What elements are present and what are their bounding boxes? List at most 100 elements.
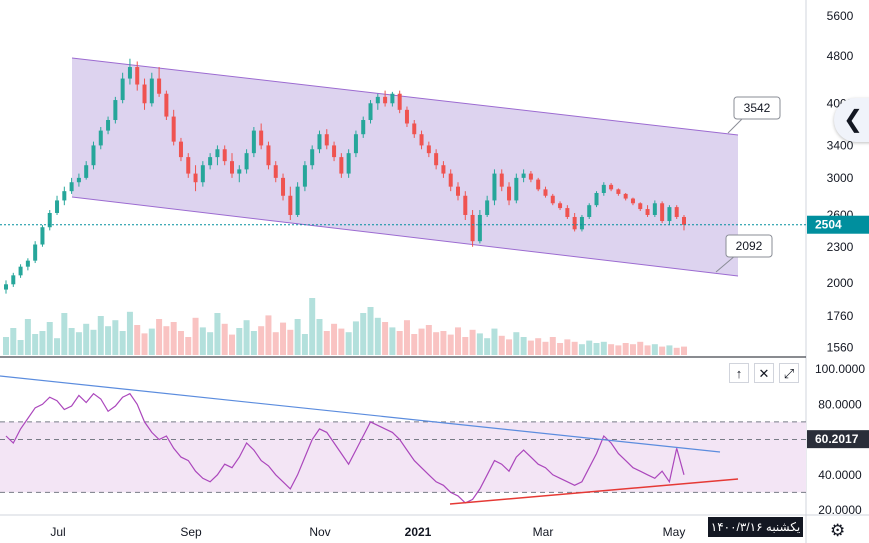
volume-bar: [316, 319, 323, 355]
candle-body: [579, 216, 584, 230]
price-tick-label: 2000: [827, 276, 854, 290]
volume-bar: [170, 322, 177, 355]
volume-bar: [681, 346, 687, 355]
candle-body: [324, 134, 329, 146]
volume-bar: [440, 331, 447, 355]
candle-body: [149, 78, 154, 104]
price-tick-label: 1560: [827, 340, 854, 354]
volume-bar: [338, 328, 345, 355]
volume-bar: [221, 323, 228, 355]
candle-body: [266, 145, 271, 166]
candle-body: [361, 120, 366, 135]
candle-body: [572, 216, 577, 230]
maximize-pane-button[interactable]: ⤢: [779, 363, 799, 383]
last-price-tag: [807, 215, 869, 234]
gear-icon[interactable]: ⚙: [830, 521, 846, 540]
candle-body: [157, 78, 162, 94]
candle-body: [587, 205, 592, 217]
volume-bar: [243, 320, 250, 355]
candle-body: [215, 149, 220, 158]
volume-bar: [54, 338, 61, 355]
candle-body: [368, 103, 373, 121]
time-tick-label: 2021: [405, 525, 432, 539]
price-tick-label: 1760: [827, 309, 854, 323]
price-tick-label: 3400: [827, 138, 854, 152]
candle-body: [383, 96, 388, 104]
volume-bar: [418, 328, 425, 355]
move-pane-up-button[interactable]: ↑: [729, 363, 749, 383]
candle-body: [623, 193, 628, 199]
candle-body: [164, 93, 169, 117]
candle-body: [302, 165, 307, 187]
volume-bar: [309, 298, 316, 355]
volume-bar: [236, 328, 243, 355]
volume-bar: [112, 320, 119, 355]
volume-bar: [39, 331, 46, 355]
volume-bar: [637, 341, 644, 355]
candle-body: [463, 195, 468, 215]
candle-body: [660, 203, 665, 222]
candle-body: [113, 100, 118, 121]
volume-bar: [476, 333, 483, 355]
volume-bar: [214, 313, 221, 355]
rsi-value-tag: [807, 430, 869, 449]
volume-bar: [229, 334, 235, 355]
candle-body: [375, 96, 380, 104]
volume-bar: [32, 334, 39, 355]
volume-bar: [593, 343, 600, 355]
side-panel-toggle[interactable]: ❮: [834, 98, 869, 142]
candle-body: [412, 123, 417, 135]
rsi-pane[interactable]: [0, 375, 806, 505]
candle-body: [200, 165, 205, 183]
volume-bar: [119, 331, 126, 355]
time-tick-label: May: [663, 525, 686, 539]
volume-bar: [156, 319, 163, 355]
candle-body: [434, 153, 439, 166]
last-price-text: 2504: [815, 218, 842, 232]
chevron-left-icon: ❮: [843, 106, 864, 133]
volume-bar: [199, 327, 206, 355]
volume-bar: [367, 307, 374, 355]
rsi-tick-label: 100.0000: [815, 362, 865, 376]
volume-bar: [352, 321, 359, 355]
volume-bar: [185, 337, 192, 355]
candle-body: [310, 149, 315, 166]
candle-body: [98, 130, 103, 146]
volume-bar: [396, 331, 403, 355]
candle-body: [120, 78, 125, 101]
candle-body: [426, 145, 431, 154]
close-pane-button[interactable]: ✕: [754, 363, 774, 383]
candle-body: [84, 165, 89, 178]
time-tick-label: Sep: [180, 525, 202, 539]
candle-body: [528, 173, 533, 180]
channel-top-value-text: 3542: [744, 101, 771, 115]
candle-body: [186, 157, 191, 174]
candle-body: [251, 130, 256, 154]
candle-body: [62, 191, 67, 201]
volume-bar: [134, 325, 141, 355]
regression-channel-fill: [72, 58, 738, 276]
candle-body: [543, 189, 548, 196]
candle-body: [638, 203, 643, 210]
volume-bar: [447, 334, 454, 355]
rsi-tick-label: 40.0000: [818, 468, 862, 482]
volume-bar: [535, 338, 542, 355]
volume-bar: [68, 328, 75, 355]
volume-bar: [608, 344, 615, 355]
candle-body: [40, 227, 45, 245]
candle-body: [404, 109, 409, 124]
volume-bar: [141, 333, 148, 355]
candle-body: [550, 195, 555, 204]
candle-body: [353, 134, 358, 154]
volume-bar: [148, 328, 155, 355]
candle-body: [237, 169, 242, 174]
volume-bar: [491, 328, 498, 355]
price-pane[interactable]: 3542 2092: [0, 57, 806, 355]
volume-bar: [382, 322, 389, 355]
volume-bar: [46, 322, 53, 355]
candle-body: [339, 157, 344, 174]
channel-bottom-value-text: 2092: [736, 239, 763, 253]
volume-bar: [287, 329, 294, 355]
candle-body: [441, 165, 446, 174]
